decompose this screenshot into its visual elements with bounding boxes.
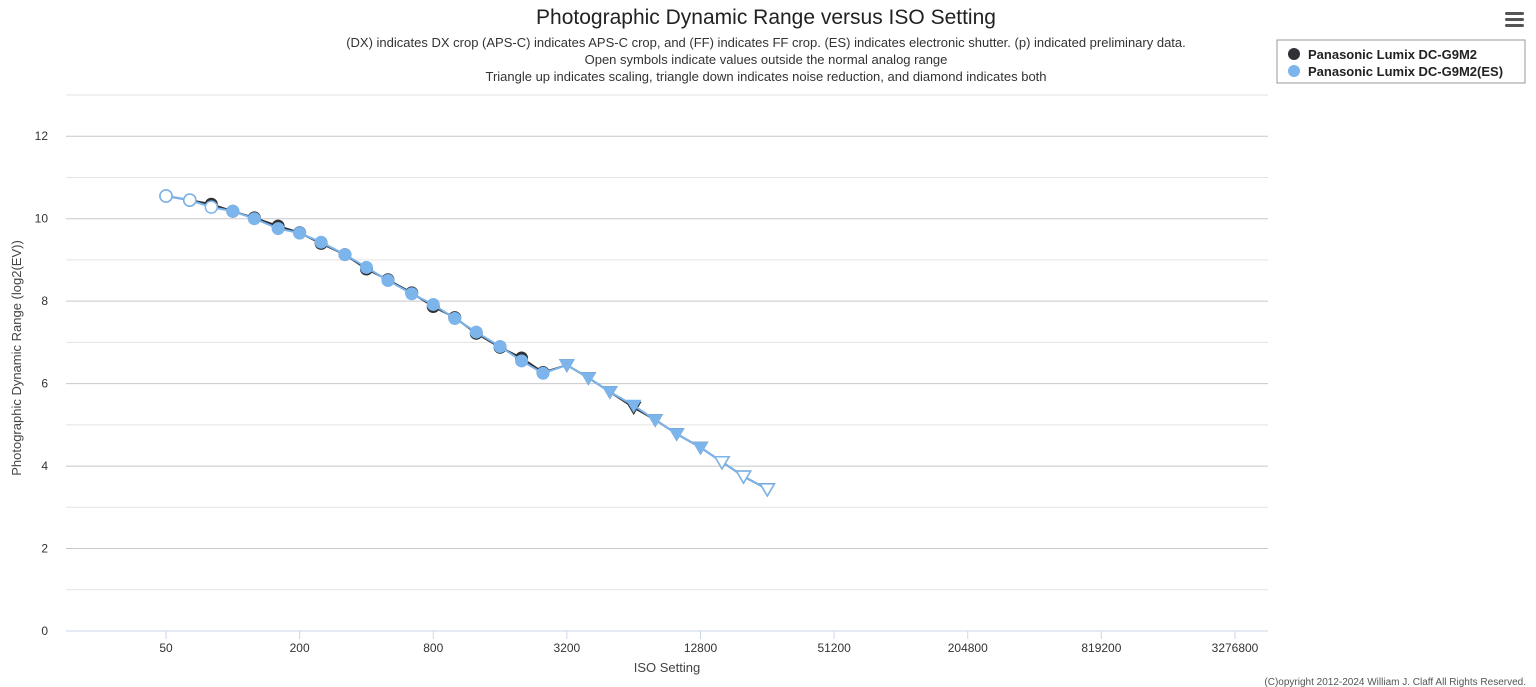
data-point[interactable] [293, 226, 307, 240]
x-tick-label: 200 [290, 641, 310, 655]
grid [66, 94, 1268, 632]
x-axis: 50 200 800 3200 12800 51200 204800 819200 327680… [159, 631, 1259, 655]
x-axis-title: ISO Setting [634, 660, 700, 675]
x-tick-label: 3200 [554, 641, 581, 655]
data-point[interactable] [247, 212, 261, 226]
chart-subtitle-line-2: Open symbols indicate values outside the… [585, 52, 948, 67]
data-point[interactable] [405, 287, 419, 301]
data-point[interactable] [515, 354, 529, 368]
data-point[interactable] [204, 200, 219, 214]
y-tick-label: 2 [41, 542, 48, 556]
legend: Panasonic Lumix DC-G9M2 Panasonic Lumix … [1276, 39, 1526, 84]
data-point[interactable] [536, 366, 550, 380]
x-tick-label: 50 [159, 641, 173, 655]
data-point[interactable] [735, 470, 752, 485]
chart-subtitle-line-3: Triangle up indicates scaling, triangle … [485, 69, 1046, 84]
data-point[interactable] [359, 260, 373, 274]
legend-marker-1 [1288, 65, 1300, 77]
data-point[interactable] [469, 325, 483, 339]
x-tick-label: 204800 [948, 641, 988, 655]
chart-subtitle-line-1: (DX) indicates DX crop (APS-C) indicates… [346, 35, 1186, 50]
legend-label-0: Panasonic Lumix DC-G9M2 [1308, 47, 1477, 62]
series-layer [159, 189, 776, 498]
data-point[interactable] [448, 311, 462, 325]
legend-item-0[interactable]: Panasonic Lumix DC-G9M2 [1288, 47, 1477, 62]
x-tick-label: 819200 [1081, 641, 1121, 655]
data-point[interactable] [559, 359, 575, 373]
data-point[interactable] [338, 248, 352, 262]
data-point[interactable] [580, 372, 597, 386]
y-tick-label: 4 [41, 459, 48, 473]
y-axis: 0 2 4 6 8 10 12 [35, 129, 49, 638]
data-point[interactable] [381, 274, 395, 288]
series-1 [159, 189, 776, 498]
legend-item-1[interactable]: Panasonic Lumix DC-G9M2(ES) [1288, 64, 1503, 79]
data-point[interactable] [271, 222, 285, 236]
data-point[interactable] [625, 399, 642, 414]
y-tick-label: 10 [35, 212, 49, 226]
chart-title: Photographic Dynamic Range versus ISO Se… [536, 6, 996, 29]
data-point[interactable] [314, 235, 328, 249]
data-point[interactable] [426, 297, 440, 311]
y-axis-title: Photographic Dynamic Range (log2(EV)) [9, 240, 24, 476]
legend-marker-0 [1288, 48, 1300, 60]
data-point[interactable] [759, 483, 776, 498]
y-tick-label: 0 [41, 624, 48, 638]
data-point[interactable] [493, 340, 507, 354]
data-point[interactable] [159, 189, 173, 203]
legend-label-1: Panasonic Lumix DC-G9M2(ES) [1308, 64, 1503, 79]
x-tick-label: 12800 [684, 641, 718, 655]
x-tick-label: 800 [423, 641, 443, 655]
data-point[interactable] [226, 204, 240, 218]
y-tick-label: 6 [41, 377, 48, 391]
x-tick-label: 51200 [817, 641, 851, 655]
data-point[interactable] [183, 193, 197, 207]
data-point[interactable] [713, 455, 731, 471]
series-line-1 [165, 195, 768, 491]
data-point[interactable] [602, 386, 618, 400]
data-point[interactable] [668, 428, 685, 442]
x-tick-label: 3276800 [1212, 641, 1259, 655]
data-point[interactable] [647, 414, 664, 428]
hamburger-menu-icon[interactable] [1500, 8, 1530, 32]
data-point[interactable] [692, 441, 709, 456]
copyright-credit: (C)opyright 2012-2024 William J. Claff A… [1264, 677, 1526, 687]
legend-box [1276, 39, 1526, 84]
y-tick-label: 8 [41, 294, 48, 308]
y-tick-label: 12 [35, 129, 49, 143]
